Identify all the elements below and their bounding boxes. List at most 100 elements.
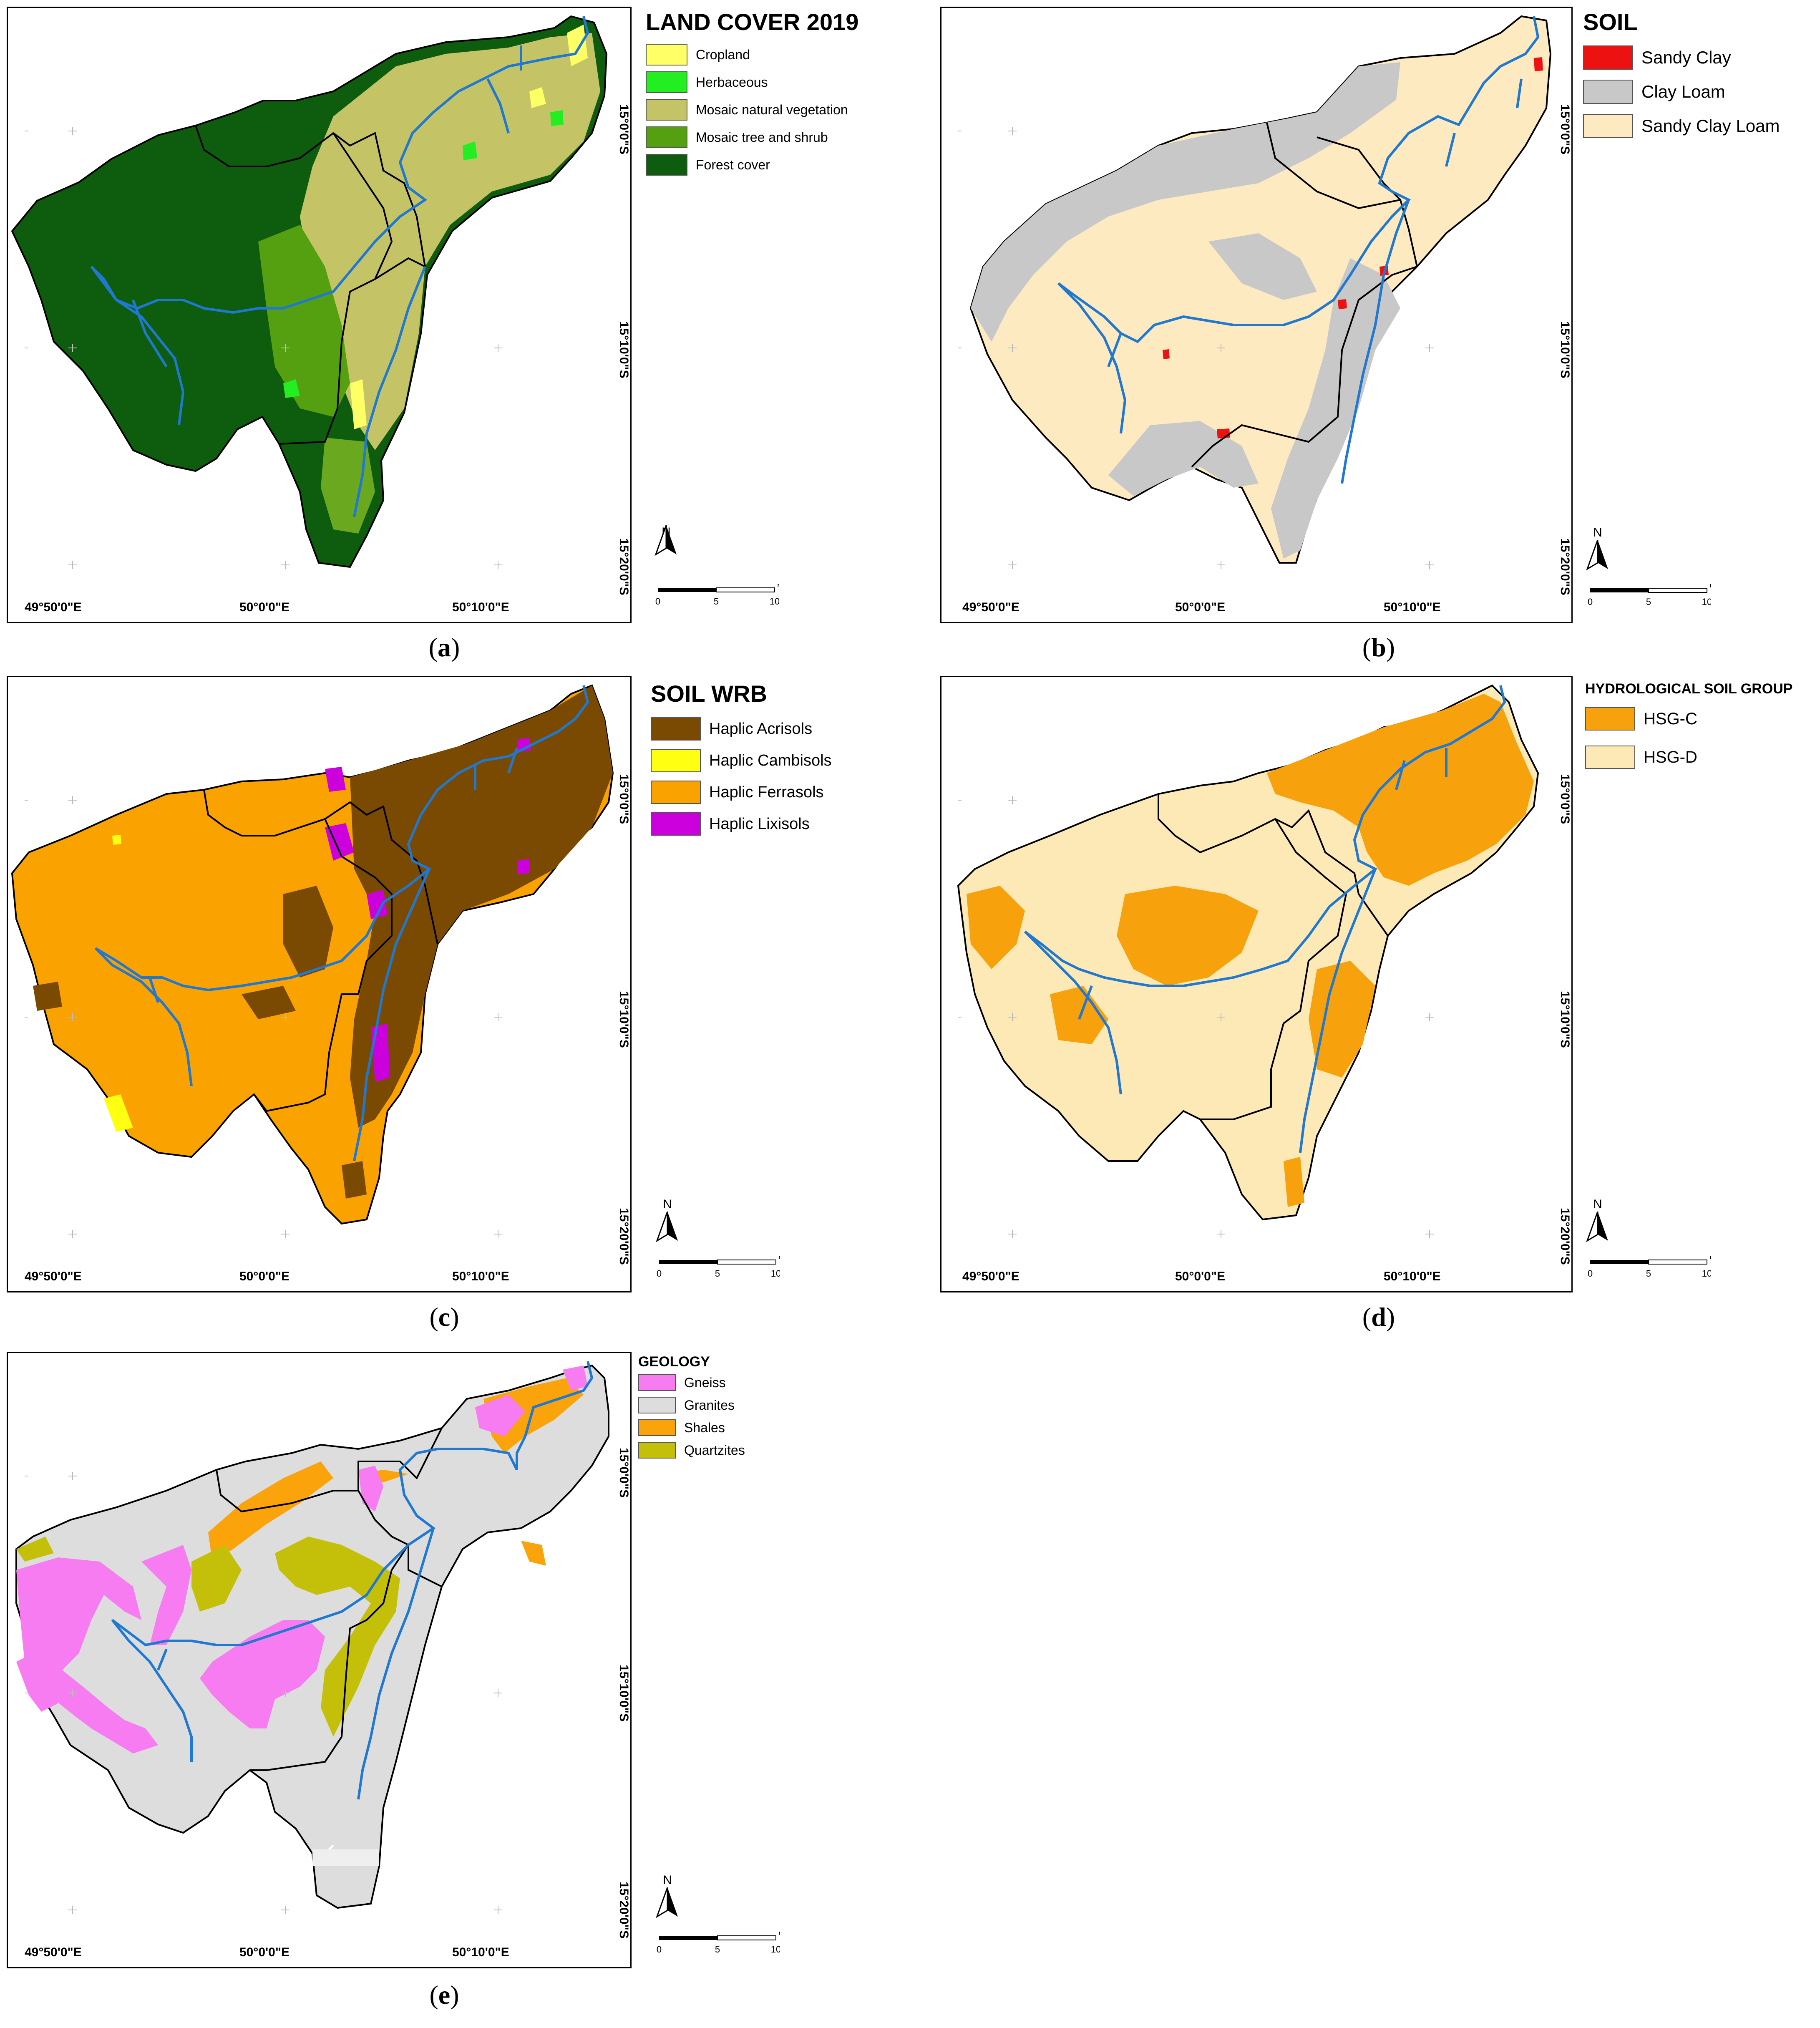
scale-segment-dark [658,588,716,592]
north-arrow: N [655,1197,680,1243]
legend-swatch [646,154,687,176]
legend-label: Haplic Lixisols [709,815,810,833]
scale-unit: KM [778,1256,780,1261]
lon-label-1: 49°50'0"E [25,1945,82,1959]
subbasin-boundaries [203,789,438,1112]
watershed-map [969,15,1552,564]
north-arrow: N [654,525,679,571]
scale-segment-light [1648,588,1707,593]
map-frame: 49°50'0"E 50°0'0"E 50°10'0"E [7,676,632,1292]
legend-items: Sandy Clay Clay Loam Sandy Clay Loam [1583,45,1780,138]
lat-label-1: 15°0'0"S [1558,774,1572,824]
caption-a: (a) [428,632,460,662]
graticule-crosses [25,1472,502,1914]
graticule-crosses [958,127,1434,569]
legend-items: Cropland Herbaceous Mosaic natural vegetat… [646,44,858,176]
scale-bar: 0 5 10 KM [655,584,779,607]
lat-label-2: 15°10'0"S [617,1665,631,1722]
clay-loam-region [1208,233,1317,300]
hsg-c-region [1050,986,1304,1207]
legend-label: Sandy Clay Loam [1641,116,1780,136]
north-letter: N [1593,1197,1602,1211]
map-frame: 49°50'0"E 50°0'0"E 50°10'0"E [940,676,1573,1292]
legend-label: Haplic Cambisols [709,751,832,769]
legend-swatch [651,781,701,804]
scale-label: 0 [655,596,660,607]
legend-label: Granites [684,1397,735,1413]
legend-swatch [1583,80,1633,104]
legend: LAND COVER 2019 Cropland Herbaceous Mosaic… [646,8,858,181]
lon-label-1: 49°50'0"E [962,1270,1020,1283]
legend-label: Sandy Clay [1641,48,1731,67]
legend-label: Haplic Ferrasols [709,783,824,801]
scale-unit: KM [1709,1256,1711,1261]
legend-swatch [638,1374,676,1391]
legend-swatch [646,44,687,66]
caption-letter: a [438,632,451,662]
hsg-c-region [1309,961,1375,1078]
legend-item: Forest cover [646,154,858,176]
lon-label-3: 50°10'0"E [1384,600,1441,614]
lat-label-3: 15°20'0"S [1558,1208,1572,1265]
legend-swatch [646,126,687,148]
caption-letter: e [438,1980,451,2010]
lon-label-3: 50°10'0"E [1384,1270,1441,1283]
lon-label-3: 50°10'0"E [452,600,509,614]
caption-letter: d [1371,1302,1386,1332]
legend-label: Quartzites [684,1442,745,1458]
north-letter: N [663,1873,672,1887]
legend-item: HSG-D [1585,746,1792,769]
legend-item: Haplic Ferrasols [651,781,832,804]
watershed-map [11,684,614,1225]
north-arrow: N [1585,526,1610,572]
scale-label: 5 [714,596,719,607]
clay-loam-region [971,62,1400,342]
gneiss-region [200,1620,325,1728]
subbasin-boundaries [1158,794,1389,1120]
acrisols-region [350,685,613,1128]
clay-loam-region [1271,258,1400,559]
legend-title: LAND COVER 2019 [646,9,859,35]
scale-label: 0 [1588,597,1593,607]
graticule-crosses [25,127,502,569]
lon-label-2: 50°0'0"E [1175,1270,1226,1283]
legend-item: Sandy Clay Loam [1583,114,1780,138]
lat-label-3: 15°20'0"S [617,1882,631,1939]
legend-item: Shales [638,1419,745,1436]
river-network [1024,685,1506,1153]
legend-label: Haplic Acrisols [709,720,813,738]
scale-bar: 0 5 10 KM [1588,1256,1711,1279]
scale-label: 5 [1646,597,1651,607]
legend: HYDROLOGICAL SOIL GROUP HSG-C HSG-D [1585,681,1792,784]
granite-light-block [312,1849,379,1866]
legend-item: Haplic Cambisols [651,749,832,772]
river-network [90,16,589,517]
hsg-c-region [967,886,1025,969]
legend-swatch [1585,746,1635,769]
map-frame: 49°50'0"E 50°0'0"E 50°10'0"E N 0 5 10 KM [7,7,779,623]
scale-label: 0 [657,1268,662,1279]
scale-segment-dark [659,1260,717,1264]
gneiss-region [475,1365,588,1436]
scale-label: 10 [771,1268,780,1279]
mosaic-region [300,33,600,450]
shales-region [208,1461,546,1566]
cambisols-patches [104,835,133,1132]
scale-label: 5 [715,1268,720,1279]
scale-segment-light [1648,1260,1707,1265]
scale-label: 0 [1588,1268,1593,1279]
scale-segment-dark [1590,1260,1649,1264]
caption-letter: c [438,1302,451,1332]
watershed-map [11,15,608,568]
north-letter: N [663,1197,672,1211]
legend-label: Mosaic tree and shrub [696,129,828,145]
legend-item: Haplic Acrisols [651,717,832,741]
legend-label: HSG-C [1644,709,1697,728]
north-arrow-icon [1586,1211,1608,1242]
legend-item: Granites [638,1397,745,1413]
legend-swatch [1585,707,1635,731]
scale-label: 5 [715,1944,720,1955]
lat-label-1: 15°0'0"S [617,1448,631,1498]
scale-label: 0 [657,1944,662,1955]
legend-item: Haplic Lixisols [651,812,832,836]
